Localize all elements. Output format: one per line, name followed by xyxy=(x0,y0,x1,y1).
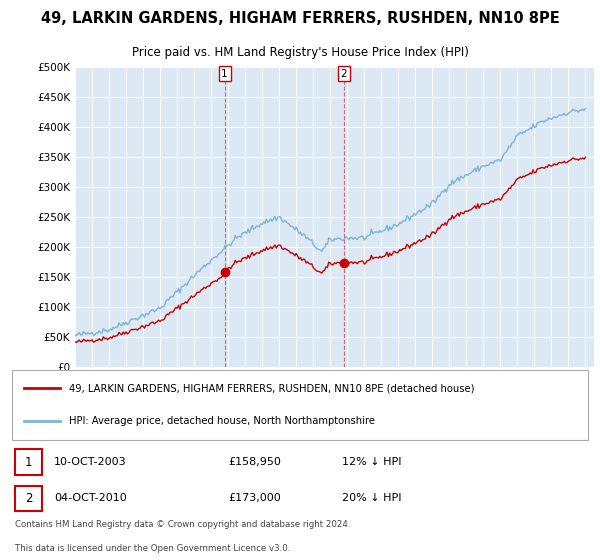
Text: 10-OCT-2003: 10-OCT-2003 xyxy=(54,457,127,467)
Text: £173,000: £173,000 xyxy=(228,493,281,503)
Text: 04-OCT-2010: 04-OCT-2010 xyxy=(54,493,127,503)
Text: 2: 2 xyxy=(340,69,347,79)
Text: 20% ↓ HPI: 20% ↓ HPI xyxy=(342,493,401,503)
Text: 2: 2 xyxy=(25,492,32,505)
Text: Contains HM Land Registry data © Crown copyright and database right 2024.: Contains HM Land Registry data © Crown c… xyxy=(15,520,350,529)
Text: £158,950: £158,950 xyxy=(228,457,281,467)
Text: This data is licensed under the Open Government Licence v3.0.: This data is licensed under the Open Gov… xyxy=(15,544,290,553)
Text: 49, LARKIN GARDENS, HIGHAM FERRERS, RUSHDEN, NN10 8PE: 49, LARKIN GARDENS, HIGHAM FERRERS, RUSH… xyxy=(41,11,559,26)
Text: Price paid vs. HM Land Registry's House Price Index (HPI): Price paid vs. HM Land Registry's House … xyxy=(131,46,469,59)
Text: 1: 1 xyxy=(221,69,228,79)
Text: 1: 1 xyxy=(25,455,32,469)
Text: 12% ↓ HPI: 12% ↓ HPI xyxy=(342,457,401,467)
Text: 49, LARKIN GARDENS, HIGHAM FERRERS, RUSHDEN, NN10 8PE (detached house): 49, LARKIN GARDENS, HIGHAM FERRERS, RUSH… xyxy=(69,383,475,393)
Text: HPI: Average price, detached house, North Northamptonshire: HPI: Average price, detached house, Nort… xyxy=(69,416,375,426)
